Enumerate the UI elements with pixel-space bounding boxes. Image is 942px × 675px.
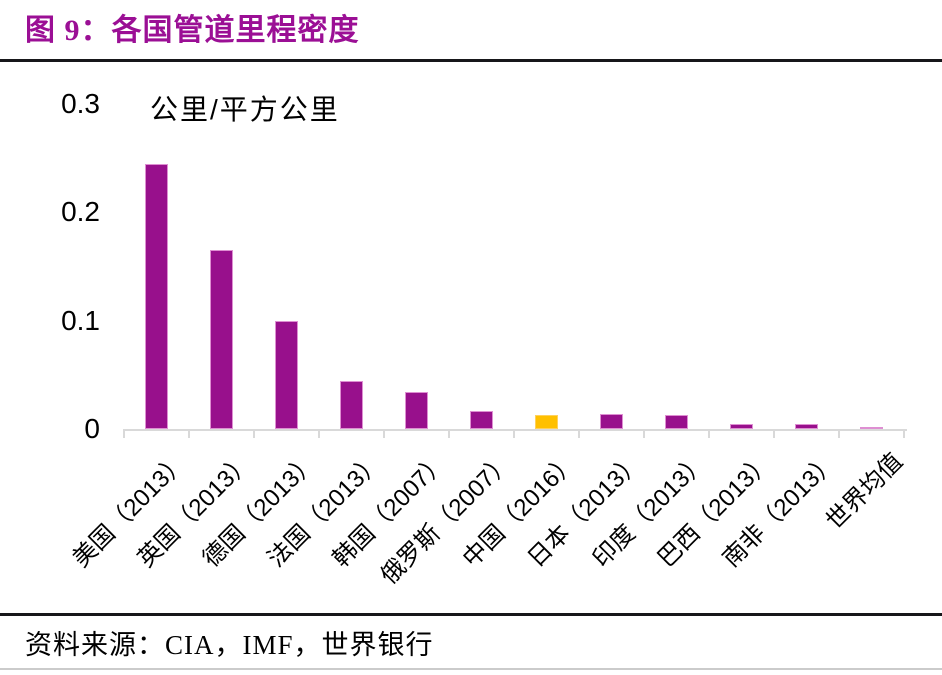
bar-highlight bbox=[535, 415, 558, 429]
x-axis-tick bbox=[123, 429, 125, 438]
source-note: 资料来源：CIA，IMF，世界银行 bbox=[25, 630, 434, 660]
bar-default bbox=[860, 427, 883, 429]
bar-default bbox=[730, 424, 753, 429]
x-axis-tick bbox=[513, 429, 515, 438]
figure-title: 图 9：各国管道里程密度 bbox=[25, 14, 360, 47]
y-tick-label: 0 bbox=[84, 413, 100, 444]
bar-default bbox=[145, 164, 168, 429]
x-axis-tick bbox=[643, 429, 645, 438]
source-divider-line bbox=[0, 613, 942, 616]
bar-default bbox=[470, 411, 493, 429]
x-axis-tick bbox=[383, 429, 385, 438]
x-axis-tick bbox=[318, 429, 320, 438]
x-axis-tick bbox=[253, 429, 255, 438]
x-axis-tick bbox=[188, 429, 190, 438]
bar-default bbox=[275, 321, 298, 429]
y-tick-label: 0.2 bbox=[61, 196, 100, 228]
y-tick-label: 0.3 bbox=[61, 88, 100, 119]
x-axis-tick bbox=[578, 429, 580, 438]
x-axis-tick bbox=[838, 429, 840, 438]
bar-default bbox=[210, 250, 233, 429]
y-tick-label: 0.1 bbox=[61, 304, 100, 336]
x-axis-tick bbox=[708, 429, 710, 438]
x-axis-tick bbox=[903, 429, 905, 438]
bar-default bbox=[600, 414, 623, 429]
bottom-border-line bbox=[0, 668, 942, 670]
y-axis-unit-label: 公里/平方公里 bbox=[150, 94, 340, 125]
bar-default bbox=[665, 415, 688, 429]
x-axis-line bbox=[123, 429, 907, 431]
top-divider-line bbox=[0, 59, 942, 62]
x-axis-tick bbox=[773, 429, 775, 438]
bar-default bbox=[405, 392, 428, 429]
bar-default bbox=[795, 424, 818, 429]
x-axis-tick bbox=[448, 429, 450, 438]
bar-default bbox=[340, 381, 363, 429]
